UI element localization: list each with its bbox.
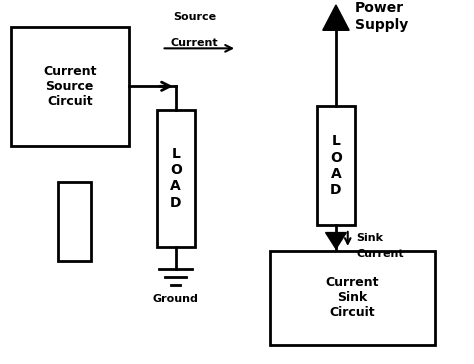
Bar [157,110,195,247]
Text: Power
Supply: Power Supply [355,1,408,32]
Bar [58,182,91,261]
Text: Current
Source
Circuit: Current Source Circuit [43,65,97,108]
Text: Ground: Ground [153,294,199,304]
Polygon shape [326,233,346,249]
Text: Current
Sink
Circuit: Current Sink Circuit [326,276,379,319]
Text: Current: Current [356,249,404,259]
Text: Source: Source [173,12,216,22]
Text: Current: Current [171,37,219,48]
Bar [317,106,355,225]
Polygon shape [323,5,349,30]
Text: Sink: Sink [356,233,383,242]
Bar [11,27,128,146]
Text: L
O
A
D: L O A D [170,147,182,210]
Bar [270,251,435,345]
Text: L
O
A
D: L O A D [330,134,342,197]
